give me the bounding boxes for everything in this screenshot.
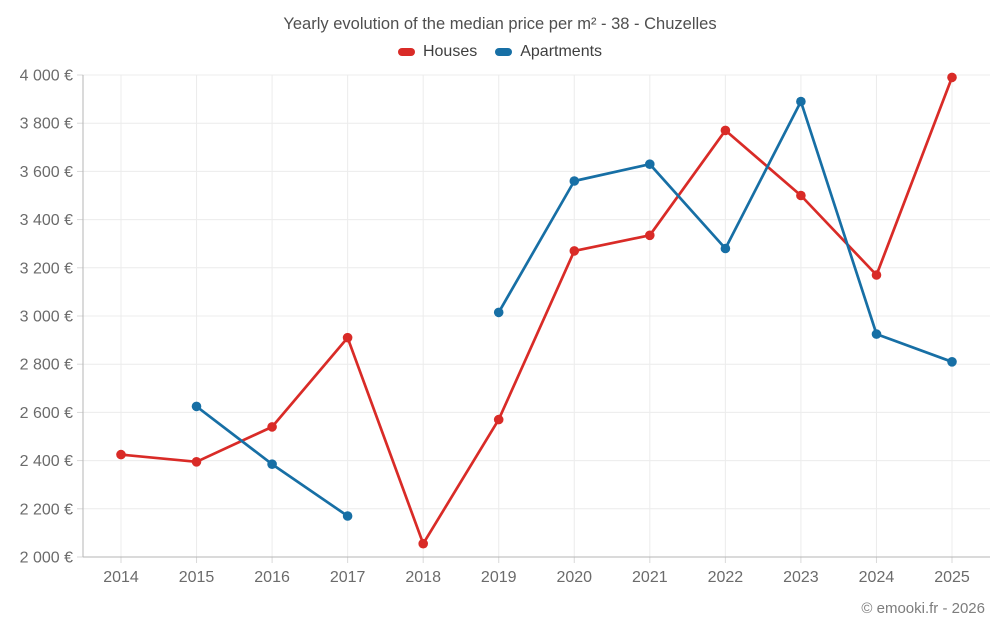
- legend-item-houses[interactable]: Houses: [397, 43, 478, 61]
- data-point-houses-2016: [267, 422, 277, 432]
- y-axis-label: 2 000 €: [20, 550, 73, 567]
- legend-label-houses: Houses: [422, 43, 478, 60]
- legend-label-apartments: Apartments: [520, 43, 603, 60]
- chart-title: Yearly evolution of the median price per…: [283, 15, 717, 33]
- x-axis-label: 2014: [103, 569, 139, 586]
- data-point-houses-2025: [947, 72, 957, 83]
- data-point-houses-2021: [645, 230, 655, 241]
- x-axis-label: 2021: [632, 569, 668, 586]
- data-point-houses-2020: [569, 246, 580, 256]
- data-point-houses-2022: [720, 125, 731, 136]
- data-point-apartments-2023: [796, 96, 806, 107]
- y-axis-label: 3 600 €: [20, 164, 73, 181]
- x-axis-label: 2023: [783, 569, 819, 586]
- x-axis-label: 2016: [254, 569, 290, 586]
- data-point-houses-2014: [116, 449, 126, 460]
- y-axis-label: 2 600 €: [20, 405, 73, 422]
- data-point-houses-2019: [493, 414, 504, 425]
- data-point-apartments-2015: [191, 401, 202, 412]
- data-point-houses-2017: [342, 332, 353, 343]
- data-point-apartments-2025: [947, 357, 957, 367]
- data-point-houses-2023: [796, 190, 806, 201]
- data-point-apartments-2021: [645, 159, 655, 169]
- data-point-apartments-2024: [871, 329, 882, 339]
- y-axis-label: 4 000 €: [20, 68, 73, 85]
- legend-swatch-houses: [397, 48, 415, 56]
- y-axis-label: 3 000 €: [20, 309, 73, 326]
- y-axis-label: 2 200 €: [20, 501, 73, 518]
- y-axis-label: 3 400 €: [20, 212, 73, 229]
- data-point-apartments-2020: [569, 176, 580, 186]
- x-axis-label: 2017: [330, 569, 366, 586]
- data-point-houses-2015: [191, 457, 202, 467]
- data-point-apartments-2022: [720, 243, 731, 254]
- y-axis-label: 3 800 €: [20, 116, 73, 133]
- x-axis-label: 2020: [556, 569, 592, 586]
- data-point-houses-2018: [418, 538, 429, 549]
- legend-swatch-apartments: [495, 48, 513, 56]
- x-axis-label: 2024: [859, 569, 895, 586]
- x-axis-label: 2018: [405, 569, 441, 586]
- data-point-apartments-2017: [342, 511, 353, 521]
- x-axis-label: 2019: [481, 569, 517, 586]
- x-axis-label: 2015: [179, 569, 215, 586]
- y-axis-label: 3 200 €: [20, 260, 73, 277]
- data-point-houses-2024: [871, 270, 882, 280]
- data-point-apartments-2019: [493, 307, 504, 318]
- data-point-apartments-2016: [267, 459, 277, 470]
- legend-item-apartments[interactable]: Apartments: [495, 43, 602, 61]
- x-axis-label: 2025: [934, 569, 970, 586]
- series-line-houses: [119, 76, 954, 546]
- copyright-credit: © emooki.fr - 2026: [861, 600, 985, 617]
- y-axis-label: 2 800 €: [20, 357, 73, 374]
- y-axis-label: 2 400 €: [20, 453, 73, 470]
- x-axis-label: 2022: [708, 569, 744, 586]
- chart-legend: Houses Apartments: [0, 43, 1000, 61]
